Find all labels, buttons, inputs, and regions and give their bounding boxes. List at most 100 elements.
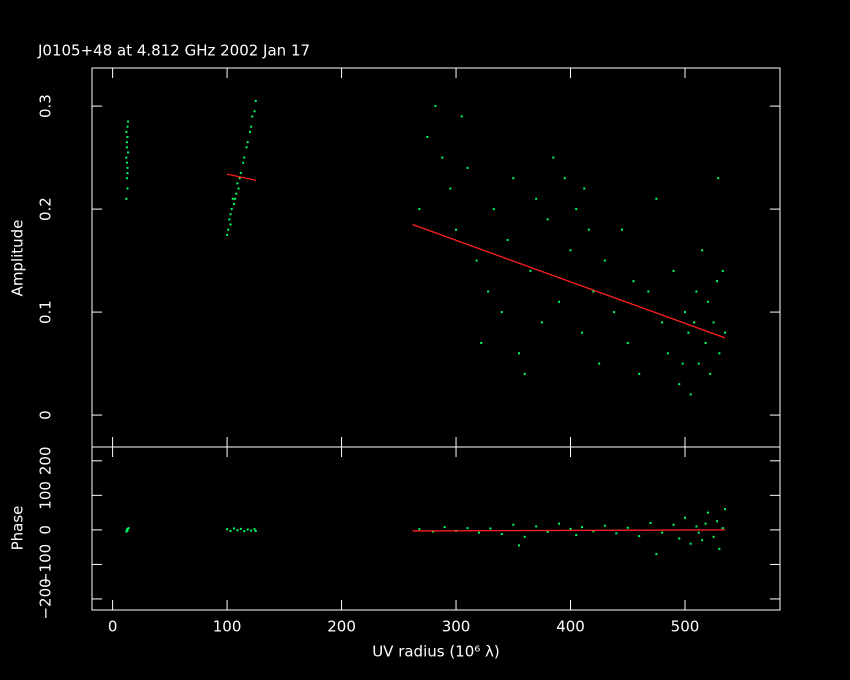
point xyxy=(466,166,469,169)
point xyxy=(569,249,572,252)
point xyxy=(535,525,538,528)
point xyxy=(716,280,719,283)
point xyxy=(229,529,232,532)
point xyxy=(253,110,256,113)
x-tick-label: 100 xyxy=(213,618,242,636)
point xyxy=(615,532,618,535)
point xyxy=(683,516,686,519)
point xyxy=(125,141,128,144)
point xyxy=(254,99,257,102)
point xyxy=(239,172,242,175)
point xyxy=(126,527,129,530)
point xyxy=(126,125,129,128)
point xyxy=(598,362,601,365)
point xyxy=(125,528,128,531)
point xyxy=(689,542,692,545)
point xyxy=(718,547,721,550)
point xyxy=(678,383,681,386)
point xyxy=(239,527,242,530)
point xyxy=(228,218,231,221)
y-tick-label: −100 xyxy=(37,544,55,585)
y-axis-label: Amplitude xyxy=(9,220,27,297)
point xyxy=(712,321,715,324)
point xyxy=(443,526,446,529)
point xyxy=(523,535,526,538)
x-tick-label: 500 xyxy=(671,618,700,636)
point xyxy=(246,528,249,531)
point xyxy=(540,321,543,324)
point xyxy=(613,311,616,314)
point xyxy=(449,187,452,190)
point xyxy=(126,172,129,175)
point xyxy=(558,300,561,303)
point xyxy=(709,372,712,375)
point xyxy=(724,508,727,511)
point xyxy=(231,197,234,200)
point xyxy=(248,130,251,133)
point xyxy=(580,526,583,529)
point xyxy=(575,534,578,537)
point xyxy=(580,331,583,334)
point xyxy=(546,530,549,533)
point xyxy=(638,372,641,375)
point xyxy=(253,528,256,531)
point xyxy=(426,136,429,139)
x-tick-label: 200 xyxy=(327,618,356,636)
point xyxy=(681,362,684,365)
point xyxy=(227,228,230,231)
point xyxy=(246,141,249,144)
point xyxy=(127,120,130,123)
y-axis-label: Phase xyxy=(9,506,27,551)
model-line xyxy=(226,173,256,181)
y-tick-label: 0.1 xyxy=(37,300,55,324)
y-tick-label: 0 xyxy=(37,525,55,535)
point xyxy=(552,156,555,159)
point xyxy=(721,527,724,530)
point xyxy=(127,527,130,530)
y-tick-label: 200 xyxy=(37,446,55,475)
point xyxy=(250,529,253,532)
x-tick-label: 400 xyxy=(556,618,585,636)
point xyxy=(127,151,130,154)
point xyxy=(245,146,248,149)
point xyxy=(232,202,235,205)
y-tick-label: −200 xyxy=(37,578,55,619)
point xyxy=(672,269,675,272)
point xyxy=(125,197,128,200)
point xyxy=(477,531,480,534)
point xyxy=(697,531,700,534)
frame xyxy=(91,446,781,611)
point xyxy=(125,156,128,159)
y-tick-label: 0 xyxy=(37,410,55,420)
point xyxy=(592,290,595,293)
x-tick-label: 0 xyxy=(108,618,118,636)
point xyxy=(701,249,704,252)
point xyxy=(603,259,606,262)
point xyxy=(672,523,675,526)
point xyxy=(432,530,435,533)
point xyxy=(693,321,696,324)
point xyxy=(655,197,658,200)
point xyxy=(546,218,549,221)
point xyxy=(125,130,128,133)
point xyxy=(695,290,698,293)
point xyxy=(638,535,641,538)
point xyxy=(649,521,652,524)
point xyxy=(500,533,503,536)
point xyxy=(721,269,724,272)
point xyxy=(529,269,532,272)
point xyxy=(517,352,520,355)
point xyxy=(455,228,458,231)
point xyxy=(238,177,241,180)
point xyxy=(126,136,129,139)
y-tick-label: 0.2 xyxy=(37,197,55,221)
point xyxy=(689,393,692,396)
point xyxy=(512,523,515,526)
point xyxy=(480,341,483,344)
point xyxy=(418,208,421,211)
point xyxy=(661,321,664,324)
model-line xyxy=(412,529,726,532)
point xyxy=(704,341,707,344)
point xyxy=(500,311,503,314)
